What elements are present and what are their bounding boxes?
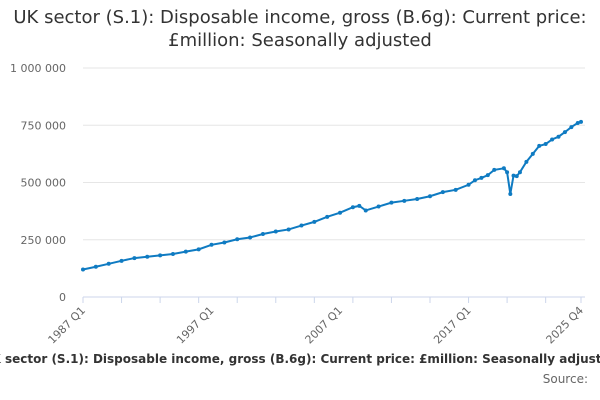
data-point	[556, 134, 561, 139]
data-point	[508, 191, 513, 196]
data-point	[363, 208, 368, 213]
data-point	[427, 194, 432, 199]
x-tick-label: 2017 Q1	[431, 304, 474, 347]
data-point	[440, 190, 445, 195]
data-point	[562, 130, 567, 135]
data-point	[453, 187, 458, 192]
chart-title: UK sector (S.1): Disposable income, gros…	[13, 7, 587, 51]
y-tick-label: 750 000	[21, 119, 67, 132]
data-point	[479, 175, 484, 180]
data-point	[376, 204, 381, 209]
data-point	[569, 125, 574, 130]
x-tick-label: 1987 Q1	[46, 304, 89, 347]
data-point	[248, 235, 253, 240]
data-point	[505, 170, 510, 175]
data-point	[485, 173, 490, 178]
data-point	[579, 119, 583, 124]
data-point	[106, 261, 111, 266]
source-label: Source:	[542, 372, 588, 386]
data-point	[492, 167, 497, 172]
data-point	[158, 253, 163, 258]
data-point	[537, 143, 542, 148]
y-tick-label: 1 000 000	[10, 62, 66, 75]
y-tick-label: 250 000	[21, 234, 67, 247]
data-point	[119, 258, 124, 263]
data-point	[543, 142, 548, 147]
data-point	[501, 166, 506, 171]
data-point	[472, 178, 477, 183]
series-line	[82, 120, 582, 271]
data-point	[517, 170, 522, 175]
data-point	[170, 251, 175, 256]
data-point	[350, 205, 355, 210]
data-point	[209, 242, 214, 247]
data-point	[524, 159, 529, 164]
data-point	[338, 210, 343, 215]
data-point	[389, 200, 394, 205]
data-point	[196, 247, 201, 252]
data-point	[511, 173, 516, 178]
data-point	[550, 137, 555, 142]
y-tick-label: 500 000	[21, 177, 67, 190]
data-point	[273, 229, 278, 234]
data-point	[402, 198, 407, 203]
data-point	[145, 254, 150, 259]
data-point	[575, 120, 580, 125]
y-tick-label: 0	[59, 291, 66, 304]
x-tick-label: 1997 Q1	[174, 304, 217, 347]
x-tick-label: 2025 Q4	[544, 304, 587, 347]
legend-entry[interactable]: UK sector (S.1): Disposable income, gros…	[0, 352, 600, 366]
data-point	[312, 219, 317, 224]
data-point	[357, 203, 362, 208]
data-point	[286, 227, 291, 232]
x-tick-label: 2007 Q1	[303, 304, 346, 347]
data-point	[530, 151, 535, 156]
data-point	[183, 249, 188, 254]
data-point	[466, 182, 471, 187]
data-point	[415, 196, 420, 201]
data-point	[93, 264, 98, 269]
data-point	[299, 223, 304, 228]
data-point	[81, 267, 85, 272]
data-point	[222, 240, 227, 245]
data-point	[325, 214, 330, 219]
data-point	[132, 256, 137, 261]
data-point	[235, 237, 240, 242]
data-point	[514, 174, 519, 179]
data-point	[260, 232, 265, 237]
